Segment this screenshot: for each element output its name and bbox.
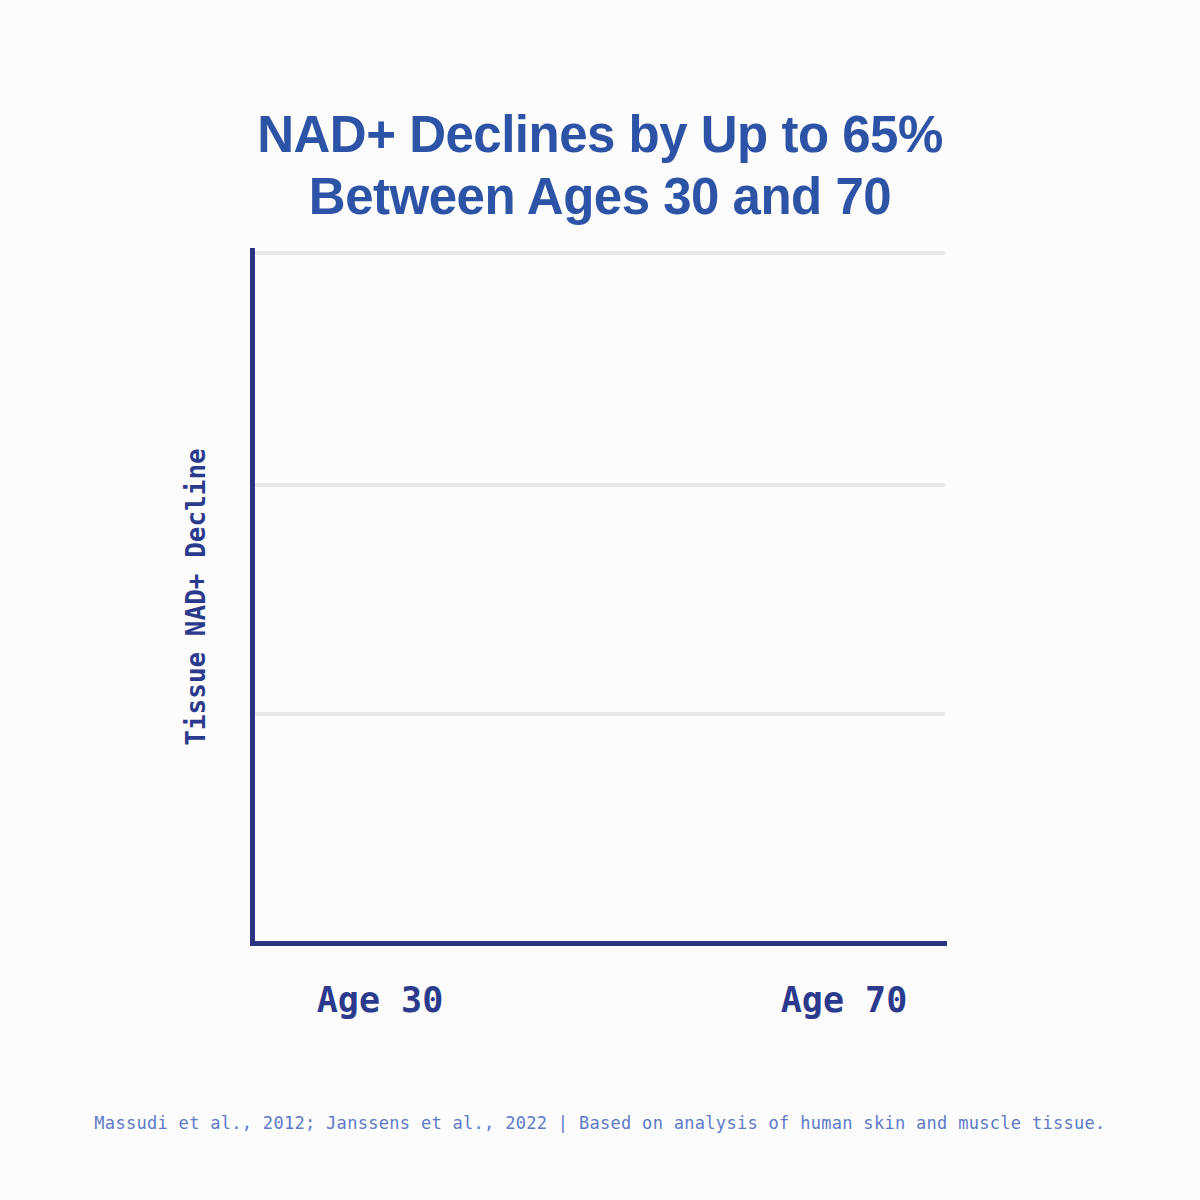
footer-citation: Massudi et al., 2012; Janssens et al., 2… (0, 1113, 1200, 1133)
y-axis-line (250, 248, 255, 946)
chart-title: NAD+ Declines by Up to 65% Between Ages … (0, 104, 1200, 228)
gridline-middle (255, 483, 945, 487)
y-axis-label: Tissue NAD+ Decline (181, 448, 211, 745)
gridline-top (255, 251, 945, 255)
x-tick-age-70: Age 70 (781, 980, 907, 1020)
x-tick-age-30: Age 30 (317, 980, 443, 1020)
x-axis-line (250, 941, 947, 946)
chart-title-line2: Between Ages 30 and 70 (0, 166, 1200, 228)
infographic-canvas: NAD+ Declines by Up to 65% Between Ages … (0, 0, 1200, 1200)
chart-title-line1: NAD+ Declines by Up to 65% (0, 104, 1200, 166)
plot-area (250, 248, 950, 948)
gridline-bottom (255, 712, 945, 716)
